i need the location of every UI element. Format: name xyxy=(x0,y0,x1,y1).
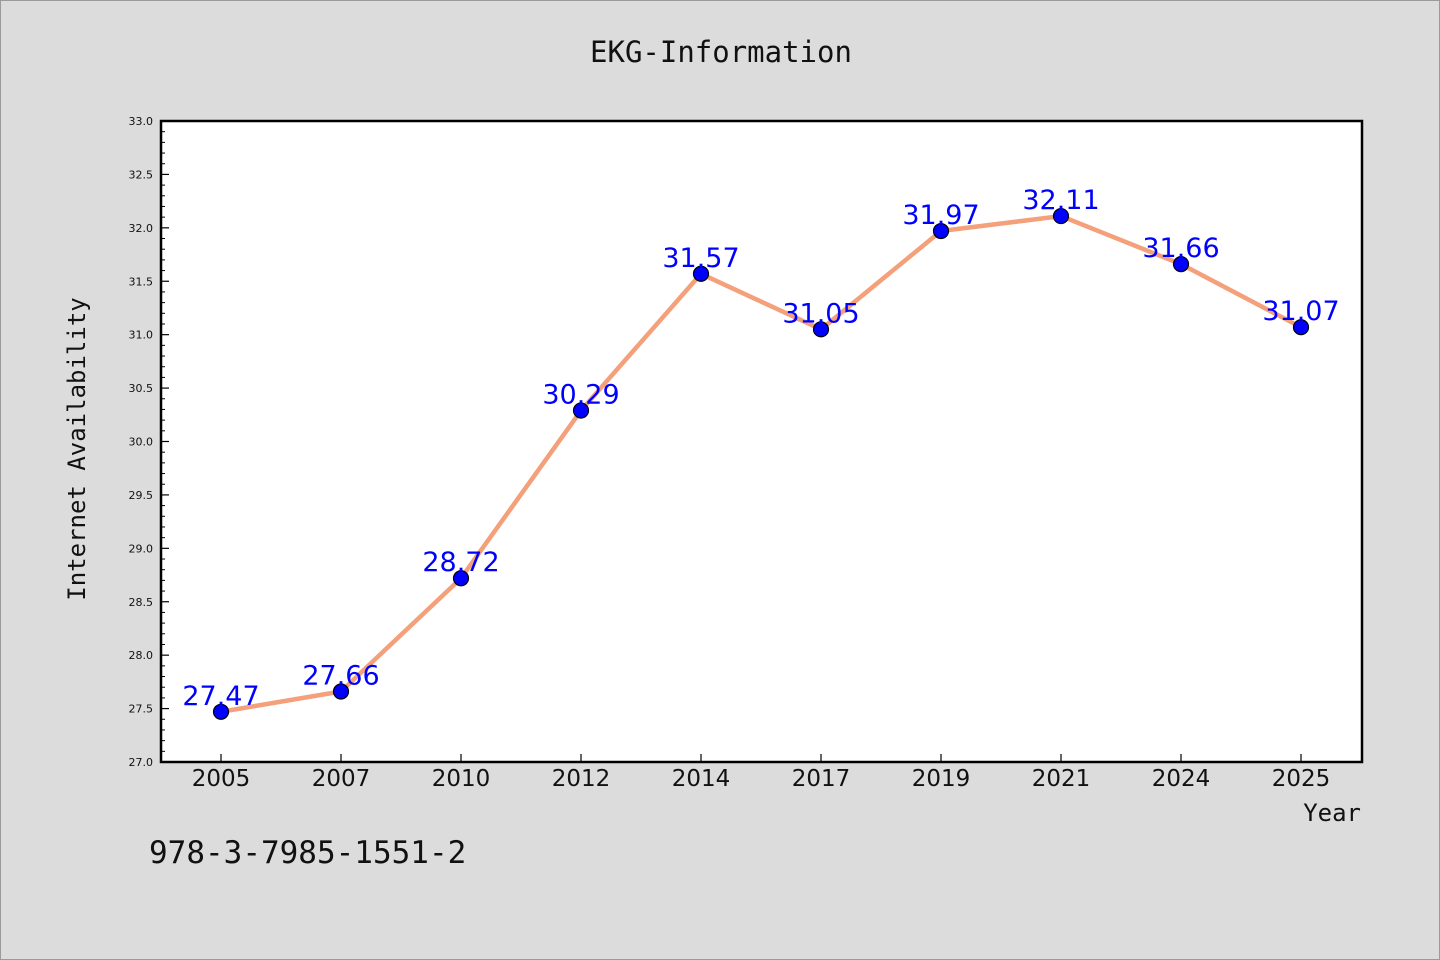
y-tick-label: 32.5 xyxy=(129,168,154,181)
x-tick-label: 2014 xyxy=(672,766,731,792)
data-label: 31.97 xyxy=(902,200,979,231)
x-axis-label: Year xyxy=(1303,799,1361,827)
plot-frame xyxy=(159,119,1364,764)
data-point xyxy=(1292,319,1310,336)
y-tick-label: 28.0 xyxy=(129,649,154,662)
data-label: 31.05 xyxy=(782,298,859,329)
data-label: 31.07 xyxy=(1262,296,1339,327)
data-point xyxy=(1172,256,1190,273)
y-axis-ticks: 27.0 27.5 28.0 28.5 29.0 29.5 30.0 30.5 31.0 31.5… xyxy=(129,115,169,769)
x-tick-label: 2019 xyxy=(912,766,971,792)
x-tick-label: 2017 xyxy=(792,766,851,792)
chart-title: EKG-Information xyxy=(590,35,852,69)
x-axis-ticks: 2005 2007 2010 2012 2014 2017 2019 2021 2024 2025 xyxy=(192,754,1331,792)
data-label: 27.66 xyxy=(302,660,379,691)
data-point xyxy=(572,402,590,419)
data-label: 28.72 xyxy=(422,547,499,578)
y-tick-label: 33.0 xyxy=(129,115,154,128)
y-axis-label: Internet Availability xyxy=(63,297,91,600)
data-label: 30.29 xyxy=(542,380,619,411)
data-label: 32.11 xyxy=(1022,185,1099,216)
data-point xyxy=(692,265,710,282)
x-tick-label: 2025 xyxy=(1272,766,1331,792)
series-markers xyxy=(212,207,1310,720)
y-tick-label: 30.0 xyxy=(129,436,154,449)
y-tick-label: 29.0 xyxy=(129,542,154,555)
data-point xyxy=(332,683,350,700)
series-line xyxy=(218,213,1304,715)
x-tick-label: 2005 xyxy=(192,766,251,792)
y-tick-label: 31.5 xyxy=(129,275,154,288)
y-tick-label: 28.5 xyxy=(129,596,154,609)
data-point xyxy=(932,222,950,240)
x-tick-label: 2007 xyxy=(312,766,371,792)
y-tick-label: 27.0 xyxy=(129,756,154,769)
data-point xyxy=(212,703,230,720)
x-tick-label: 2024 xyxy=(1152,766,1211,792)
y-tick-label: 27.5 xyxy=(129,703,154,716)
plot-area xyxy=(161,121,1362,762)
y-tick-label: 29.5 xyxy=(129,489,154,502)
data-label: 27.47 xyxy=(182,681,259,712)
footer-code: 978-3-7985-1551-2 xyxy=(149,835,467,871)
x-tick-label: 2021 xyxy=(1032,766,1091,792)
data-label: 31.57 xyxy=(662,243,739,274)
data-point xyxy=(452,570,470,587)
x-tick-label: 2010 xyxy=(432,766,491,792)
y-tick-label: 31.0 xyxy=(129,329,154,342)
x-tick-label: 2012 xyxy=(552,766,611,792)
y-tick-label: 32.0 xyxy=(129,222,154,235)
y-tick-label: 30.5 xyxy=(129,382,154,395)
data-point xyxy=(812,321,830,338)
data-point xyxy=(1052,207,1070,225)
data-label: 31.66 xyxy=(1142,233,1219,264)
data-labels: 27.47 27.66 28.72 30.29 31.57 31.05 31.97 32.11… xyxy=(182,185,1339,712)
